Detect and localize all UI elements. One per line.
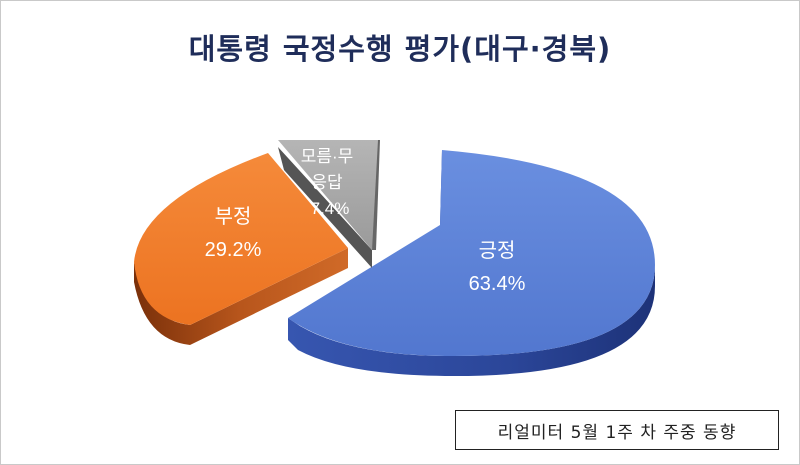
slice-label-unknown-line2: 응답	[311, 173, 343, 192]
pie-slice-positive	[288, 150, 655, 357]
source-note: 리얼미터 5월 1주 차 주중 동향	[455, 410, 779, 450]
pie-slice-unknown	[278, 140, 379, 250]
slice-label-negative: 부정	[215, 205, 252, 228]
pie-slice-unknown-side	[278, 147, 372, 268]
slice-value-unknown: 7.4%	[311, 199, 350, 218]
slice-value-negative: 29.2%	[205, 239, 262, 261]
slice-value-positive: 63.4%	[469, 273, 526, 295]
pie-slice-unknown-edge	[372, 140, 380, 250]
slice-label-unknown-line1: 모름·무	[301, 147, 354, 166]
slice-label-positive: 긍정	[479, 239, 516, 262]
pie-slice-negative	[134, 153, 348, 325]
chart-title: 대통령 국정수행 평가(대구·경북)	[188, 32, 612, 66]
pie-slice-positive-side	[288, 150, 655, 377]
